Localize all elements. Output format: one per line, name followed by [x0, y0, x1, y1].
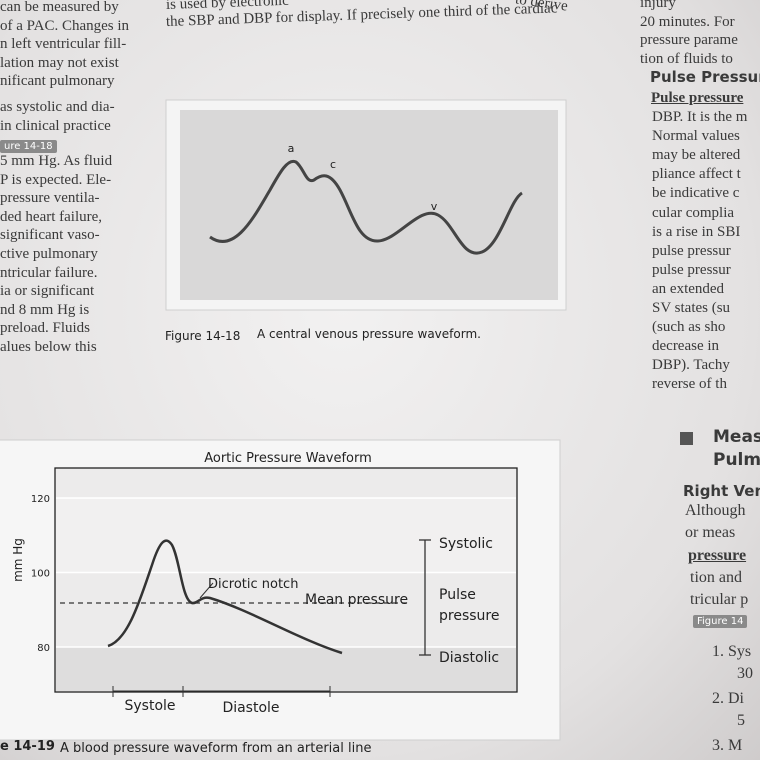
text-line: or meas [685, 524, 736, 541]
text-line: Although [685, 502, 746, 519]
list-item: 1. Sys [712, 643, 752, 660]
y-label: mm Hg [11, 538, 25, 582]
text-line: SV states (su [652, 300, 731, 316]
text-line: lation may not exist [0, 54, 119, 71]
text-line: DBP). Tachy [652, 357, 730, 374]
heading: Meas [713, 427, 760, 447]
heading-bullet [680, 432, 693, 445]
caption-number: e 14-19 [0, 739, 55, 754]
text-line: can be measured by [0, 0, 119, 15]
annotation: Systolic [439, 536, 493, 552]
y-tick-label: 100 [31, 569, 50, 580]
text-line: Normal values [652, 128, 740, 145]
aortic-waveform [107, 539, 343, 655]
band [56, 647, 516, 691]
heading: Pulse Pressure [650, 68, 760, 86]
text-line: ded heart failure, [0, 208, 103, 225]
list-item: 30 [737, 665, 753, 682]
text-line: preload. Fluids [0, 320, 90, 337]
text-line: pulse pressur [652, 261, 731, 278]
annotation: Dicrotic notch [208, 577, 298, 592]
text-line: decrease in [652, 338, 720, 355]
y-tick-label: 80 [37, 643, 50, 654]
text-line: pressure ventila- [0, 190, 100, 207]
text-line: may be altered [652, 147, 741, 164]
band [56, 498, 516, 572]
y-tick-label: 120 [31, 494, 50, 505]
text-line: n left ventricular fill- [0, 36, 127, 53]
annotation: pressure [439, 608, 499, 624]
text-line: as systolic and dia- [0, 99, 115, 115]
text-line: in clinical practice [0, 117, 111, 134]
list-item: 3. M [712, 737, 743, 754]
text-line: reverse of th [652, 376, 727, 393]
text-line: tion of fluids to [640, 50, 733, 67]
text-line: tricular p [690, 591, 749, 608]
text-line: nd 8 mm Hg is [0, 301, 90, 318]
text-line: P is expected. Ele- [0, 171, 112, 188]
list-item: 2. Di [712, 690, 744, 707]
text-line: alues below this [0, 339, 97, 355]
wave-label: c [330, 158, 336, 171]
wave-label: v [431, 200, 438, 213]
text-line: pliance affect t [652, 166, 741, 183]
annotation: Mean pressure [305, 592, 408, 608]
caption-text: A blood pressure waveform from an arteri… [60, 741, 371, 756]
text-line: ia or significant [0, 283, 95, 300]
text-line: significant vaso- [0, 227, 100, 244]
caption-number: Figure 14-18 [165, 329, 240, 343]
term: pressure [688, 547, 747, 564]
figure-ref: Figure 14 [693, 615, 748, 628]
text-line: ctive pulmonary [0, 246, 98, 262]
text-line: pressure parame [640, 32, 738, 48]
caption-text: A central venous pressure waveform. [257, 327, 481, 341]
annotation: Pulse [439, 587, 476, 603]
cvp-waveform [209, 159, 523, 255]
text-line: pulse pressur [652, 242, 731, 259]
text-line: 20 minutes. For [640, 13, 735, 30]
text-line: of a PAC. Changes in [0, 17, 130, 34]
figure-title: Aortic Pressure Waveform [204, 451, 372, 466]
figure-ref: ure 14-18 [0, 140, 57, 153]
phase-label: Systole [124, 698, 175, 714]
annotation: Diastolic [439, 650, 499, 666]
heading: Pulm [713, 450, 760, 470]
text-line: tion and [690, 569, 742, 586]
list-item: 5 [737, 712, 745, 729]
text-line: be indicative c [652, 185, 740, 202]
figure-panel [180, 110, 558, 300]
text-line: injury [640, 0, 676, 11]
text-line: cular complia [652, 204, 735, 221]
text-line: 5 mm Hg. As fluid [0, 153, 113, 169]
text-line: an extended [652, 280, 725, 297]
term: Pulse pressure [651, 90, 744, 106]
phase-label: Diastole [222, 700, 279, 716]
text-line: is a rise in SBI [652, 223, 741, 240]
text-line: (such as sho [652, 319, 726, 336]
pointer [199, 582, 214, 599]
wave-label: a [288, 142, 295, 155]
subheading: Right Vent [683, 482, 760, 500]
text-line: ntricular failure. [0, 264, 98, 281]
text-line: nificant pulmonary [0, 73, 115, 90]
text-line: DBP. It is the m [652, 109, 748, 125]
